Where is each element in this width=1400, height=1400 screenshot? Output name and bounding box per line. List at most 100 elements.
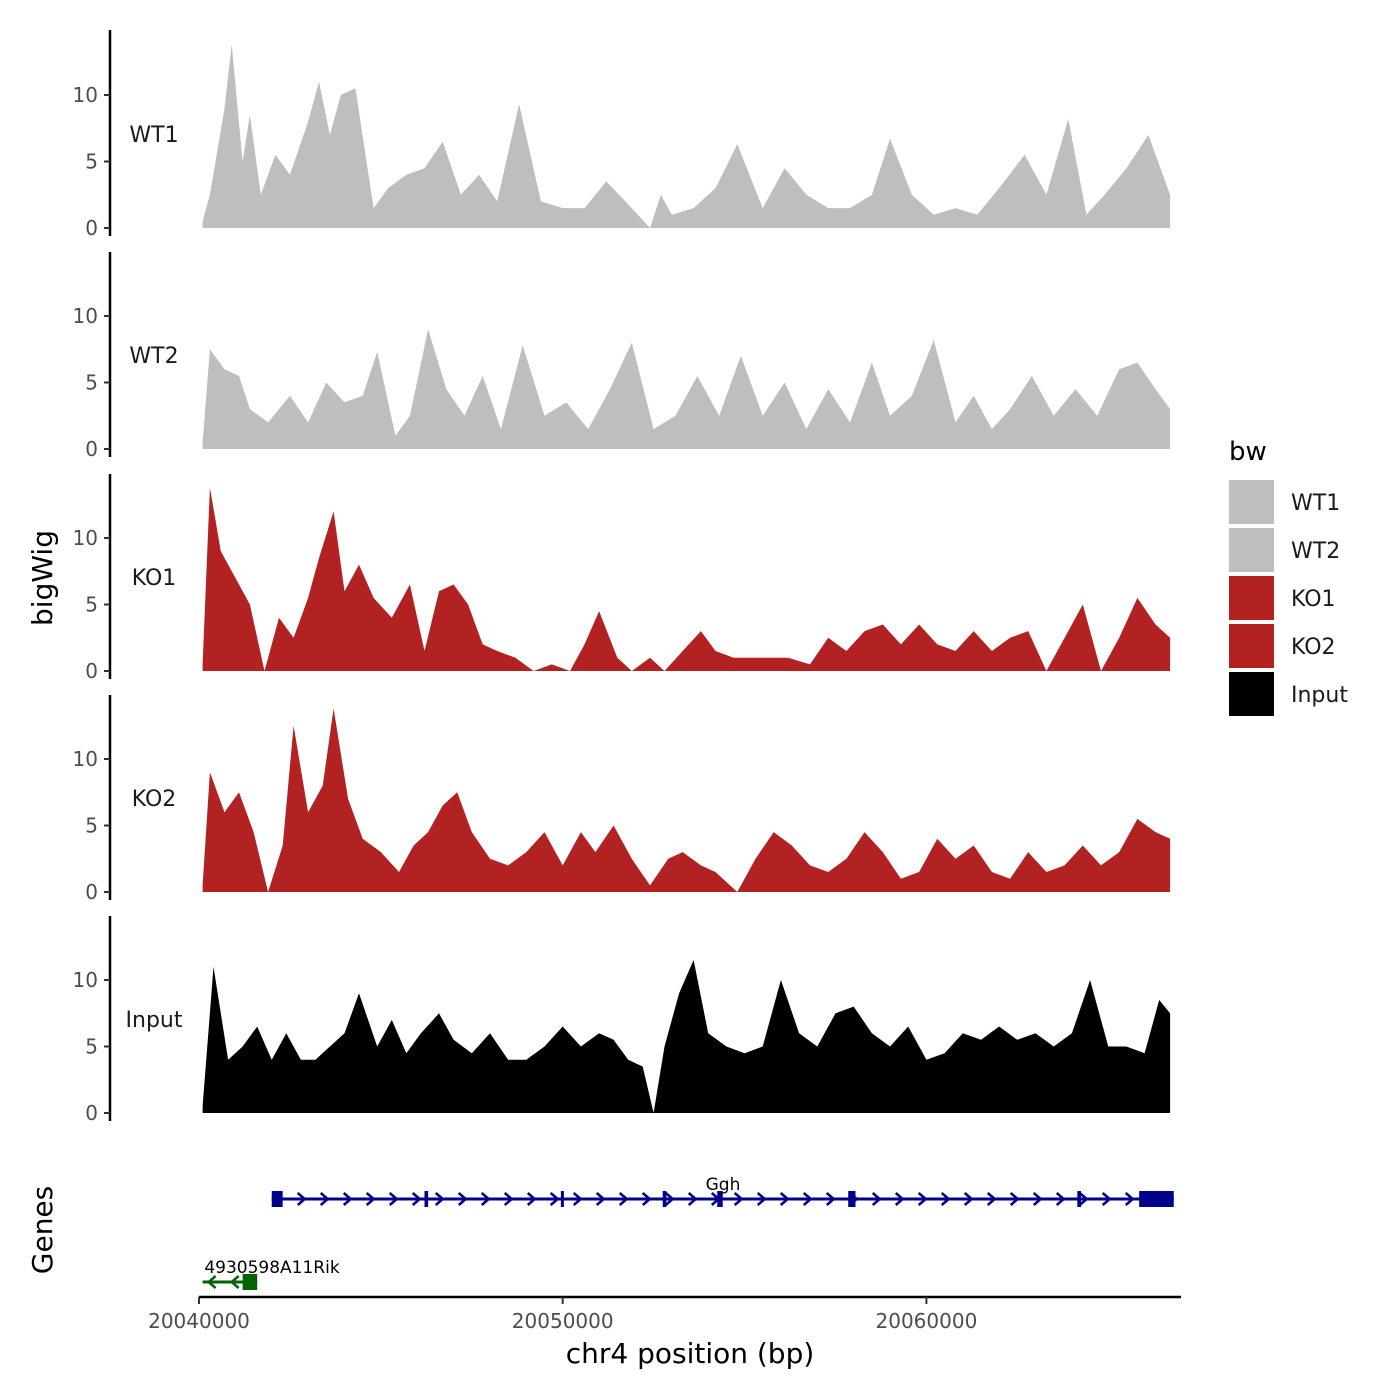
- y-tick-label: 5: [85, 814, 98, 838]
- strand-arrow: [434, 1192, 445, 1206]
- legend-label-wt2: WT2: [1291, 539, 1340, 564]
- track-ko1: 0 5 10 KO1: [73, 474, 1171, 683]
- strand-arrow: [756, 1192, 767, 1206]
- strand-arrow: [526, 1192, 537, 1206]
- x-axis: 20040000 20050000 20060000: [148, 1295, 1181, 1333]
- strand-arrow: [572, 1192, 583, 1206]
- strand-arrow: [319, 1192, 330, 1206]
- strand-arrow: [365, 1192, 376, 1206]
- area-wt2: [202, 329, 1171, 449]
- genes-panel: Ggh 4930598A11Rik: [202, 1175, 1174, 1290]
- strand-arrow: [779, 1192, 790, 1206]
- exon: [1139, 1191, 1174, 1207]
- y-tick-label: 5: [85, 371, 98, 395]
- strand-arrow: [825, 1192, 836, 1206]
- x-axis-title: chr4 position (bp): [566, 1337, 815, 1370]
- legend-title: bw: [1229, 437, 1267, 467]
- legend-swatch-ko1: [1229, 576, 1274, 620]
- strand-arrow: [503, 1192, 514, 1206]
- exon: [662, 1191, 667, 1207]
- y-tick-label: 0: [85, 659, 98, 683]
- strand-arrow: [1078, 1192, 1089, 1206]
- genes-axis-title: Genes: [26, 1186, 59, 1274]
- legend: bw WT1 WT2 KO1 KO2 Input: [1229, 437, 1348, 716]
- strand-arrow: [296, 1192, 307, 1206]
- gene-label: Ggh: [706, 1175, 741, 1195]
- strand-arrow: [595, 1192, 606, 1206]
- strand-arrow: [411, 1192, 422, 1206]
- legend-swatch-wt2: [1229, 528, 1274, 572]
- legend-label-wt1: WT1: [1291, 491, 1340, 516]
- area-wt1: [202, 44, 1171, 228]
- strand-arrow: [986, 1192, 997, 1206]
- strand-arrow: [480, 1192, 491, 1206]
- legend-swatch-wt1: [1229, 480, 1274, 524]
- gene-label: 4930598A11Rik: [204, 1258, 340, 1278]
- signal-tracks: 0 5 10 WT1 0 5 10 WT2 0 5 10 KO1 0 5 10 KO2 0 5 10 Input: [73, 30, 1171, 1125]
- strand-arrow: [618, 1192, 629, 1206]
- legend-swatch-ko2: [1229, 624, 1274, 668]
- x-tick-label: 20040000: [148, 1309, 250, 1333]
- exon: [717, 1191, 723, 1207]
- x-tick-label: 20060000: [876, 1309, 978, 1333]
- track-ko2: 0 5 10 KO2: [73, 695, 1171, 904]
- strand-arrow: [1101, 1192, 1112, 1206]
- y-tick-label: 5: [85, 150, 98, 174]
- area-input: [202, 960, 1171, 1113]
- exon: [1077, 1191, 1081, 1207]
- strand-arrow: [1124, 1192, 1135, 1206]
- track-label-wt2: WT2: [129, 344, 178, 369]
- exon: [271, 1191, 283, 1207]
- x-tick-label: 20050000: [512, 1309, 614, 1333]
- strand-arrow: [687, 1192, 698, 1206]
- y-tick-label: 0: [85, 880, 98, 904]
- strand-arrow: [342, 1192, 353, 1206]
- y-tick-label: 10: [73, 83, 98, 107]
- track-label-ko2: KO2: [132, 787, 177, 812]
- legend-label-input: Input: [1291, 683, 1348, 708]
- exon: [424, 1191, 429, 1207]
- exon: [242, 1274, 258, 1290]
- strand-arrow: [229, 1275, 240, 1289]
- y-tick-label: 10: [73, 968, 98, 992]
- gene-ggh: Ggh: [271, 1175, 1174, 1207]
- track-label-ko1: KO1: [132, 566, 177, 591]
- gene-4930598a11rik: 4930598A11Rik: [202, 1258, 340, 1290]
- strand-arrow: [871, 1192, 882, 1206]
- legend-swatch-input: [1229, 672, 1274, 716]
- exon: [560, 1191, 564, 1207]
- track-label-wt1: WT1: [129, 123, 178, 148]
- strand-arrow: [549, 1192, 560, 1206]
- y-tick-label: 0: [85, 1101, 98, 1125]
- strand-arrow: [641, 1192, 652, 1206]
- strand-arrow: [733, 1192, 744, 1206]
- strand-arrow: [963, 1192, 974, 1206]
- strand-arrow: [457, 1192, 468, 1206]
- y-tick-label: 10: [73, 526, 98, 550]
- strand-arrow: [802, 1192, 813, 1206]
- y-axis-title: bigWig: [26, 530, 59, 626]
- y-tick-label: 0: [85, 216, 98, 240]
- strand-arrow: [206, 1275, 217, 1289]
- strand-arrow: [1055, 1192, 1066, 1206]
- y-tick-label: 0: [85, 437, 98, 461]
- exon: [848, 1191, 856, 1207]
- strand-arrow: [917, 1192, 928, 1206]
- track-label-input: Input: [126, 1008, 183, 1033]
- y-tick-label: 10: [73, 747, 98, 771]
- strand-arrow: [894, 1192, 905, 1206]
- y-tick-label: 10: [73, 304, 98, 328]
- strand-arrow: [1009, 1192, 1020, 1206]
- strand-arrow: [664, 1192, 675, 1206]
- strand-arrow: [1032, 1192, 1043, 1206]
- strand-arrow: [388, 1192, 399, 1206]
- y-tick-label: 5: [85, 593, 98, 617]
- legend-label-ko2: KO2: [1291, 635, 1336, 660]
- strand-arrow: [940, 1192, 951, 1206]
- track-input: 0 5 10 Input: [73, 916, 1171, 1125]
- y-tick-label: 5: [85, 1035, 98, 1059]
- area-ko1: [202, 487, 1171, 671]
- area-ko2: [202, 708, 1171, 892]
- legend-label-ko1: KO1: [1291, 587, 1336, 612]
